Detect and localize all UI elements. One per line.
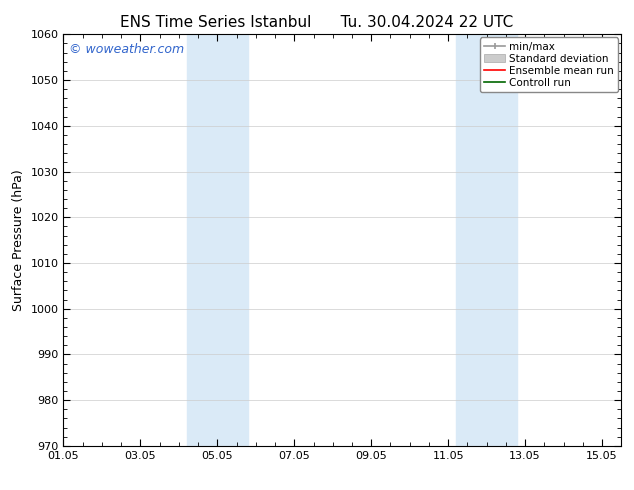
Bar [456,34,517,446]
Text: ENS Time Series Istanbul      Tu. 30.04.2024 22 UTC: ENS Time Series Istanbul Tu. 30.04.2024 … [120,15,514,30]
Bar [186,34,248,446]
Y-axis label: Surface Pressure (hPa): Surface Pressure (hPa) [12,169,25,311]
Legend: min/max, Standard deviation, Ensemble mean run, Controll run: min/max, Standard deviation, Ensemble me… [480,37,618,92]
Text: © woweather.com: © woweather.com [69,43,184,55]
